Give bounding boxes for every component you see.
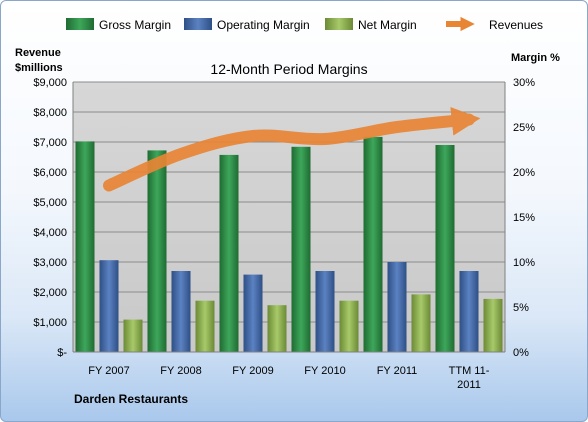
left-tick-label: $3,000 (33, 257, 67, 269)
right-tick-label: 0% (513, 347, 529, 359)
gross-margin-bar (147, 150, 167, 352)
legend-swatch-gross-margin (66, 18, 94, 30)
legend-label-net-margin: Net Margin (358, 18, 417, 32)
right-tick-label: 25% (513, 122, 535, 134)
net-margin-bar (411, 294, 431, 352)
x-tick-label: FY 2010 (304, 365, 345, 377)
gross-margin-bar (363, 136, 383, 352)
right-tick-label: 5% (513, 302, 529, 314)
operating-margin-bar (315, 271, 335, 352)
x-tick-label: FY 2007 (88, 365, 129, 377)
left-axis-label-line2: $millions (15, 62, 63, 74)
legend-swatch-net-margin (325, 18, 353, 30)
x-tick-label: FY 2008 (160, 365, 201, 377)
operating-margin-bar (387, 262, 407, 352)
gross-margin-bar (435, 145, 455, 352)
left-tick-label: $4,000 (33, 227, 67, 239)
left-tick-label: $7,000 (33, 137, 67, 149)
x-tick-label: TTM 11- (449, 365, 490, 377)
legend-label-revenues: Revenues (489, 18, 543, 32)
right-tick-label: 30% (513, 77, 535, 89)
left-tick-label: $2,000 (33, 287, 67, 299)
operating-margin-bar (243, 274, 263, 352)
gross-margin-bar (75, 141, 95, 352)
right-axis-label: Margin % (511, 52, 560, 64)
right-tick-label: 15% (513, 212, 535, 224)
operating-margin-bar (171, 271, 191, 352)
legend-swatch-operating-margin (184, 18, 212, 30)
gross-margin-bar (291, 146, 311, 352)
gross-margin-bar (219, 154, 239, 352)
x-tick-label: FY 2011 (377, 365, 418, 377)
net-margin-bar (267, 305, 287, 352)
left-tick-label: $9,000 (33, 77, 67, 89)
bars (75, 136, 503, 352)
net-margin-bar (195, 300, 215, 352)
revenue-line-layer (103, 106, 481, 192)
x-tick-label: FY 2009 (232, 365, 273, 377)
x-tick-label: 2011 (457, 379, 481, 391)
operating-margin-bar (459, 271, 479, 352)
left-tick-label: $1,000 (33, 317, 67, 329)
right-tick-labels: 0% 5% 10% 15% 20% 25% 30% (513, 77, 535, 359)
left-tick-label: $8,000 (33, 107, 67, 119)
x-tick-labels: FY 2007 FY 2008 FY 2009 FY 2010 FY 2011 TTM 1… (88, 365, 489, 391)
right-tick-label: 20% (513, 167, 535, 179)
operating-margin-bar (99, 260, 119, 352)
left-axis-label-line1: Revenue (15, 47, 61, 59)
left-tick-labels: $- $1,000 $2,000 $3,000 $4,000 $5,000 $6,000 $7… (33, 77, 67, 359)
revenue-line (103, 106, 481, 192)
net-margin-bar (339, 300, 359, 352)
net-margin-bar (123, 319, 143, 352)
legend-label-operating-margin: Operating Margin (217, 18, 310, 32)
left-tick-label: $- (57, 347, 67, 359)
left-tick-label: $6,000 (33, 167, 67, 179)
legend: Gross Margin Operating Margin Net Margin… (66, 16, 543, 32)
company-name: Darden Restaurants (74, 392, 188, 406)
legend-label-gross-margin: Gross Margin (99, 18, 171, 32)
net-margin-bar (483, 298, 503, 352)
chart-title: 12-Month Period Margins (210, 61, 367, 77)
left-tick-label: $5,000 (33, 197, 67, 209)
right-tick-label: 10% (513, 257, 535, 269)
